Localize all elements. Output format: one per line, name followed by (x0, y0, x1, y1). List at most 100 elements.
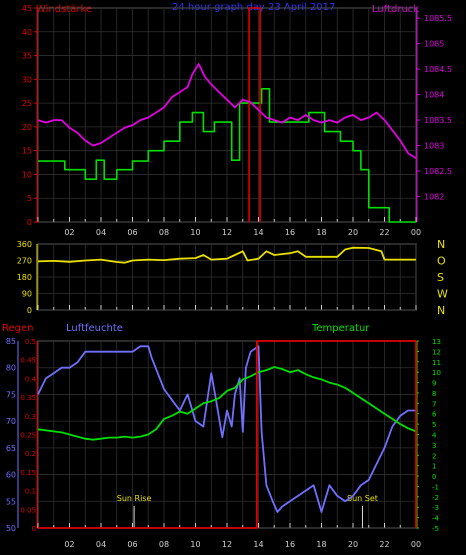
bot-x-tick-label: 14 (253, 540, 263, 549)
temperature-tick-label: 0 (432, 473, 436, 481)
top-x-tick-label: 12 (222, 228, 232, 237)
bot-x-tick-label: 12 (222, 540, 232, 549)
top-x-tick-label: 10 (190, 228, 200, 237)
top-right-tick-label: 1083.5 (424, 116, 452, 125)
sun-annotation: Sun Set (347, 494, 378, 503)
top-x-tick-label: 16 (285, 228, 295, 237)
temperature-tick-label: -2 (432, 494, 439, 502)
top-left-tick-label: 40 (22, 28, 32, 37)
bot-series-2 (38, 340, 417, 529)
rain-tick-label: 0.35 (20, 394, 36, 402)
humidity-axis-label: Luftfeuchte (66, 323, 123, 334)
top-right-tick-label: 1085 (424, 40, 444, 49)
compass-label: N (437, 304, 445, 317)
bot-x-tick-label: 22 (379, 540, 389, 549)
top-right-tick-label: 1085.5 (424, 14, 452, 23)
top-x-tick-label: 18 (316, 228, 326, 237)
temperature-tick-label: 11 (432, 359, 441, 367)
temperature-tick-label: 13 (432, 338, 441, 346)
top-left-tick-label: 30 (22, 75, 32, 84)
bot-x-tick-label: 20 (348, 540, 358, 549)
temperature-tick-label: 8 (432, 390, 436, 398)
temperature-tick-label: 7 (432, 400, 436, 408)
bot-x-tick-label: 00 (411, 540, 421, 549)
dir-left-tick-label: 360 (17, 240, 32, 249)
bot-x-tick-label: 08 (159, 540, 169, 549)
top-left-tick-label: 0 (27, 218, 32, 227)
top-series-1 (248, 7, 261, 222)
top-x-tick-label: 08 (159, 228, 169, 237)
top-left-tick-label: 35 (22, 52, 32, 61)
bot-x-tick-label: 18 (316, 540, 326, 549)
temperature-tick-label: -4 (432, 515, 440, 523)
temperature-tick-label: 4 (432, 432, 437, 440)
top-left-tick-label: 10 (22, 170, 32, 179)
top-x-tick-label: 06 (127, 228, 137, 237)
top-x-tick-label: 14 (253, 228, 263, 237)
top-series-2 (37, 63, 417, 160)
compass-label: S (437, 271, 444, 284)
humidity-tick-label: 55 (6, 497, 16, 506)
rain-tick-label: 0.3 (25, 413, 36, 421)
temperature-tick-label: 5 (432, 421, 436, 429)
humidity-tick-label: 60 (6, 471, 16, 480)
temperature-tick-label: 6 (432, 411, 437, 419)
bot-x-tick-label: 10 (190, 540, 200, 549)
top-panel: 0 5 10 15 20 25 30 35 40 45 1082 1082.5 1083 1083.5 10… (22, 4, 452, 237)
bottom-panel: 505560657075808500.050.10.150.20.250.30.… (6, 337, 441, 549)
top-right-tick-label: 1082 (424, 193, 444, 202)
top-x-tick-label: 20 (348, 228, 358, 237)
pressure-title: Luftdruck (372, 4, 419, 15)
temperature-tick-label: 1 (432, 463, 436, 471)
temperature-tick-label: -3 (432, 504, 439, 512)
temperature-tick-label: 9 (432, 380, 436, 388)
top-right-tick-label: 1082.5 (424, 167, 452, 176)
temperature-axis-label: Temperatur (311, 323, 370, 334)
rain-tick-label: 0.5 (25, 338, 36, 346)
top-right-tick-label: 1084.5 (424, 65, 452, 74)
bot-series-0 (37, 345, 416, 513)
top-right-tick-label: 1084 (424, 91, 444, 100)
compass-label: W (437, 288, 448, 301)
top-series-0 (38, 88, 416, 223)
temperature-tick-label: 3 (432, 442, 436, 450)
top-left-tick-label: 25 (22, 99, 32, 108)
temperature-tick-label: -1 (432, 483, 439, 491)
rain-tick-label: 0.45 (20, 357, 36, 365)
temperature-tick-label: -5 (432, 525, 439, 533)
humidity-tick-label: 65 (6, 444, 16, 453)
top-x-tick-label: 00 (411, 228, 421, 237)
dir-left-tick-label: 270 (17, 257, 32, 266)
temperature-tick-label: 12 (432, 348, 441, 356)
humidity-tick-label: 70 (6, 417, 16, 426)
rain-tick-label: 0.2 (25, 450, 36, 458)
dir-series-0 (37, 246, 416, 264)
top-left-tick-label: 15 (22, 147, 32, 156)
rain-tick-label: 0.1 (25, 488, 36, 496)
rain-tick-label: 0.4 (25, 375, 37, 383)
bot-series-1 (37, 366, 417, 441)
temperature-tick-label: 2 (432, 452, 436, 460)
humidity-tick-label: 50 (6, 524, 16, 533)
top-left-tick-label: 5 (27, 194, 32, 203)
rain-tick-label: 0.15 (20, 469, 36, 477)
wind-title: Windstärke (36, 4, 92, 15)
rain-tick-label: 0.05 (20, 506, 36, 514)
top-x-tick-label: 04 (96, 228, 106, 237)
top-left-tick-label: 45 (22, 4, 32, 13)
top-left-tick-label: 20 (22, 123, 32, 132)
bot-x-tick-label: 06 (127, 540, 137, 549)
dir-left-tick-label: 180 (17, 273, 32, 282)
humidity-tick-label: 80 (6, 364, 16, 373)
top-x-tick-label: 22 (379, 228, 389, 237)
rain-tick-label: 0.25 (20, 432, 36, 440)
dir-left-tick-label: 0 (27, 306, 32, 315)
compass-label: O (437, 255, 446, 268)
top-x-tick-label: 02 (64, 228, 74, 237)
humidity-tick-label: 75 (6, 390, 16, 399)
top-right-tick-label: 1083 (424, 142, 444, 151)
sun-annotation: Sun Rise (117, 494, 152, 503)
compass-label: N (437, 238, 445, 251)
